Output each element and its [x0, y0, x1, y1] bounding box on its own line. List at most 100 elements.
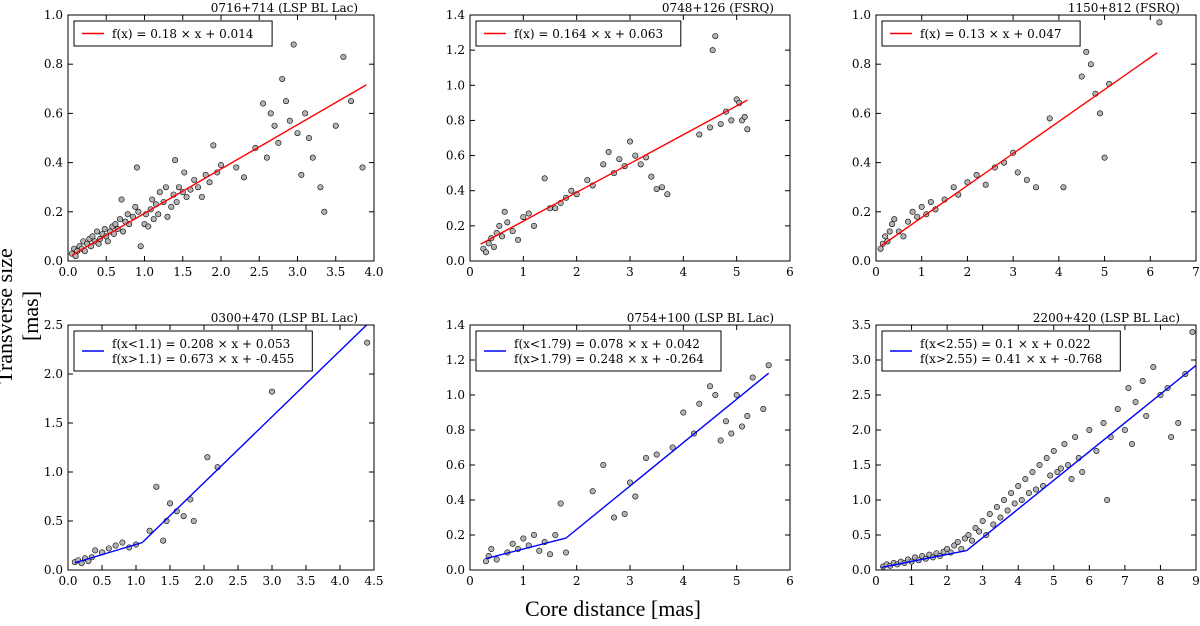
data-point: [101, 226, 108, 233]
data-point: [520, 535, 527, 542]
data-point: [1143, 412, 1150, 419]
data-point: [198, 194, 205, 201]
legend-entry: f(x<1.1) = 0.208 × x + 0.053: [112, 337, 290, 351]
data-point: [1079, 468, 1086, 475]
y-tick-label: 0.0: [44, 563, 63, 577]
data-point: [309, 154, 316, 161]
fit-line: [565, 372, 770, 540]
data-point: [496, 222, 503, 229]
data-point: [332, 122, 339, 129]
plot-area: [880, 328, 1196, 570]
plot-area: [71, 325, 371, 567]
x-tick-label: 2.0: [194, 574, 213, 588]
x-tick-label: 2: [943, 574, 951, 588]
data-point: [972, 524, 979, 531]
x-tick-label: 3.5: [326, 265, 345, 279]
global-y-axis-label: Transverse size [mas]: [0, 248, 43, 384]
data-point: [706, 124, 713, 131]
x-tick-label: 4: [680, 265, 688, 279]
data-point: [900, 233, 907, 240]
x-tick-label: 0.5: [92, 574, 111, 588]
data-point: [712, 391, 719, 398]
x-tick-label: 0: [466, 574, 474, 588]
data-point: [260, 100, 267, 107]
x-tick-label: 7: [1121, 574, 1129, 588]
data-point: [706, 383, 713, 390]
data-point: [1029, 468, 1036, 475]
y-tick-label: 0.8: [852, 57, 871, 71]
legend-box: [475, 20, 682, 47]
data-point: [904, 218, 911, 225]
data-point: [1008, 489, 1015, 496]
data-point: [321, 208, 328, 215]
y-tick-label: 0.6: [852, 106, 871, 120]
data-point: [118, 196, 125, 203]
data-point: [190, 517, 197, 524]
data-point: [1018, 496, 1025, 503]
data-point: [927, 198, 934, 205]
x-tick-label: 2: [573, 574, 581, 588]
data-point: [364, 339, 371, 346]
data-point: [600, 161, 607, 168]
data-point: [696, 131, 703, 138]
data-point: [1060, 184, 1067, 191]
data-point: [92, 547, 99, 554]
data-point: [1150, 363, 1157, 370]
y-tick-label: 0.0: [852, 563, 871, 577]
legend: f(x) = 0.18 × x + 0.014: [73, 20, 273, 47]
data-point: [275, 139, 282, 146]
data-point: [94, 228, 101, 235]
data-point: [268, 388, 275, 395]
data-point: [728, 117, 735, 124]
data-point: [155, 211, 162, 218]
data-point: [909, 208, 916, 215]
x-tick-label: 5: [1101, 265, 1109, 279]
data-point: [359, 164, 366, 171]
panel-5: 0 1 2 3 4 5 6 0.0 0.2 0.4 0.6 0.8 1.0 1.2 1.4 0754+100 …: [446, 311, 794, 588]
data-point: [1139, 377, 1146, 384]
data-point: [680, 409, 687, 416]
data-point: [648, 173, 655, 180]
x-tick-label: 0.0: [58, 574, 77, 588]
y-tick-label: 0.2: [44, 205, 63, 219]
x-tick-label: 0.0: [58, 265, 77, 279]
data-point: [712, 33, 719, 40]
y-tick-label: 0.2: [852, 205, 871, 219]
fit-line: [480, 99, 748, 245]
data-point: [112, 221, 119, 228]
data-point: [973, 171, 980, 178]
data-point: [717, 120, 724, 127]
data-point: [348, 98, 355, 105]
data-point: [294, 130, 301, 137]
axes-frame: [469, 14, 791, 262]
data-point: [172, 157, 179, 164]
legend-entry: f(x) = 0.164 × x + 0.063: [514, 27, 663, 41]
y-tick-label: 1.2: [446, 353, 465, 367]
data-point: [95, 240, 102, 247]
legend-entry: f(x) = 0.18 × x + 0.014: [112, 27, 254, 41]
data-point: [741, 113, 748, 120]
data-point: [1101, 154, 1108, 161]
data-point: [1100, 419, 1107, 426]
fit-line: [880, 52, 1158, 247]
x-tick-label: 1.0: [126, 574, 145, 588]
data-point: [637, 161, 644, 168]
y-tick-label: 1.5: [44, 416, 63, 430]
x-tick-label: 7: [1192, 265, 1200, 279]
y-tick-label: 0.4: [446, 184, 465, 198]
x-tick-label: 3: [626, 574, 634, 588]
panel-4: 0.0 0.5 1.0 1.5 2.0 2.5 3.0 3.5 4.0 4.5 0.0 0.5 1.0 1…: [44, 311, 384, 588]
panel-title: 0716+714 (LSP BL Lac): [211, 1, 358, 15]
data-point: [509, 540, 516, 547]
fit-line: [966, 364, 1196, 552]
y-tick-label: 0.0: [852, 254, 871, 268]
data-point: [525, 210, 532, 217]
x-tick-label: 2.5: [250, 265, 269, 279]
data-point: [1087, 61, 1094, 68]
x-tick-label: 6: [786, 574, 794, 588]
data-point: [117, 216, 124, 223]
data-point: [298, 171, 305, 178]
data-point: [137, 243, 144, 250]
data-point: [498, 233, 505, 240]
